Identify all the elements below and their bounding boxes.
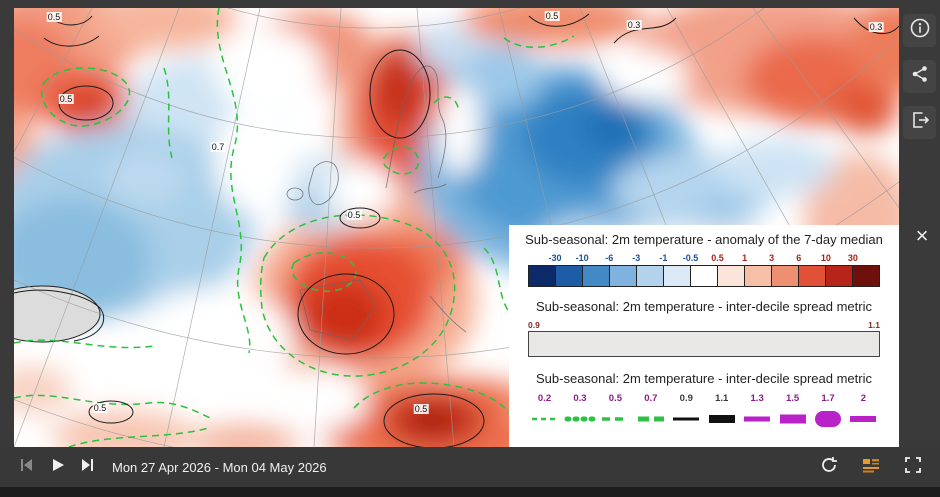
fullscreen-icon bbox=[903, 455, 923, 480]
colorbar-cell bbox=[799, 266, 826, 286]
colorbar-cell bbox=[556, 266, 583, 286]
spread-line-sample bbox=[637, 416, 664, 422]
spread-line-label: 1.7 bbox=[821, 393, 835, 404]
side-toolbar bbox=[899, 0, 940, 447]
play-button[interactable] bbox=[42, 452, 72, 482]
spread-right-tick: 1.1 bbox=[868, 320, 880, 330]
spread-line-item: 0.5 bbox=[599, 393, 632, 430]
colorbar-tick-label: 6 bbox=[796, 253, 802, 263]
spread-line-label: 1.1 bbox=[715, 393, 729, 404]
spread-line-sample bbox=[564, 416, 596, 422]
info-button[interactable] bbox=[903, 14, 936, 47]
colorbar-cell bbox=[529, 266, 556, 286]
colorbar-tick-label: -30 bbox=[548, 253, 562, 263]
legend-close-button[interactable]: × bbox=[908, 222, 936, 250]
spread-line-label: 0.7 bbox=[644, 393, 658, 404]
export-button[interactable] bbox=[903, 106, 936, 139]
colorbar-tick-label: -10 bbox=[575, 253, 589, 263]
spread-line-item: 1.7 bbox=[812, 393, 845, 430]
anomaly-colorbar bbox=[528, 265, 880, 287]
spread-line-item: 1.1 bbox=[705, 393, 738, 430]
spread-line-label: 0.3 bbox=[573, 393, 587, 404]
legend-panel: Sub-seasonal: 2m temperature - anomaly o… bbox=[509, 225, 899, 447]
spread-line-sample bbox=[815, 411, 841, 427]
products-icon bbox=[861, 455, 881, 480]
bottom-right-icons bbox=[814, 452, 928, 482]
spread-line-sample bbox=[602, 417, 629, 421]
info-icon bbox=[909, 17, 931, 44]
colorbar-tick-label: 10 bbox=[820, 253, 831, 263]
spread-lines-title: Sub-seasonal: 2m temperature - inter-dec… bbox=[536, 371, 872, 386]
colorbar-cell bbox=[718, 266, 745, 286]
spread-line-label: 1.5 bbox=[785, 393, 800, 404]
spread-line-label: 1.3 bbox=[750, 393, 764, 404]
colorbar-tick-label: 30 bbox=[847, 253, 858, 263]
spread-line-item: 0.2 bbox=[528, 393, 561, 430]
colorbar-tick-label: -3 bbox=[632, 253, 641, 263]
spread-line-sample bbox=[744, 416, 771, 422]
spread-line-sample bbox=[708, 415, 735, 423]
spread-line-item: 1.5 bbox=[776, 393, 809, 430]
skip-start-icon bbox=[17, 455, 37, 480]
spread-line-item: 2 bbox=[847, 393, 880, 430]
colorbar-cell bbox=[853, 266, 879, 286]
colorbar-tick-label: -6 bbox=[605, 253, 614, 263]
anomaly-legend-title: Sub-seasonal: 2m temperature - anomaly o… bbox=[525, 232, 883, 247]
colorbar-cell bbox=[637, 266, 664, 286]
spread-line-item: 0.7 bbox=[634, 393, 667, 430]
anomaly-ticks: -30 -10 -6 -3 -1 -0.5 0.5 1 3 6 10 30 bbox=[528, 253, 880, 264]
spread-line-item: 1.3 bbox=[741, 393, 774, 430]
skip-end-icon bbox=[77, 455, 97, 480]
spread-line-sample bbox=[531, 417, 558, 421]
date-range-label: Mon 27 Apr 2026 - Mon 04 May 2026 bbox=[112, 459, 327, 475]
colorbar-tick-label: 1 bbox=[742, 253, 748, 263]
colorbar-cell bbox=[772, 266, 799, 286]
spread-line-sample bbox=[850, 416, 877, 422]
skip-start-button[interactable] bbox=[12, 452, 42, 482]
colorbar-tick-label: 3 bbox=[769, 253, 775, 263]
bottom-strip bbox=[0, 487, 940, 497]
spread-line-label: 2 bbox=[860, 393, 867, 404]
share-icon bbox=[909, 63, 931, 90]
spread-line-items: 0.2 0.3 0.5 0.7 0.9 1.1 1.3 1.5 1.7 2 bbox=[528, 393, 880, 430]
share-button[interactable] bbox=[903, 60, 936, 93]
playback-bar: Mon 27 Apr 2026 - Mon 04 May 2026 bbox=[0, 447, 940, 487]
colorbar-cell bbox=[826, 266, 853, 286]
fullscreen-button[interactable] bbox=[898, 452, 928, 482]
colorbar-cell bbox=[664, 266, 691, 286]
spread-bar bbox=[528, 331, 880, 357]
colorbar-cell bbox=[610, 266, 637, 286]
spread-bar-title: Sub-seasonal: 2m temperature - inter-dec… bbox=[536, 299, 872, 314]
products-button[interactable] bbox=[856, 452, 886, 482]
refresh-icon bbox=[819, 455, 839, 480]
skip-end-button[interactable] bbox=[72, 452, 102, 482]
spread-line-item: 0.3 bbox=[563, 393, 596, 430]
spread-left-tick: 0.9 bbox=[528, 320, 540, 330]
spread-line-sample bbox=[779, 414, 806, 424]
colorbar-cell bbox=[691, 266, 718, 286]
close-icon: × bbox=[915, 223, 929, 248]
spread-line-label: 0.2 bbox=[537, 393, 552, 404]
colorbar-tick-label: -1 bbox=[659, 253, 668, 263]
refresh-button[interactable] bbox=[814, 452, 844, 482]
spread-line-sample bbox=[673, 417, 700, 421]
play-icon bbox=[47, 455, 67, 480]
spread-bar-ticks: 0.9 1.1 bbox=[528, 320, 880, 330]
colorbar-tick-label: -0.5 bbox=[682, 253, 699, 263]
spread-line-item: 0.9 bbox=[670, 393, 703, 430]
colorbar-cell bbox=[583, 266, 610, 286]
export-icon bbox=[909, 109, 931, 136]
spread-line-label: 0.9 bbox=[679, 393, 693, 404]
colorbar-cell bbox=[745, 266, 772, 286]
spread-line-label: 0.5 bbox=[608, 393, 622, 404]
colorbar-tick-label: 0.5 bbox=[711, 253, 724, 263]
